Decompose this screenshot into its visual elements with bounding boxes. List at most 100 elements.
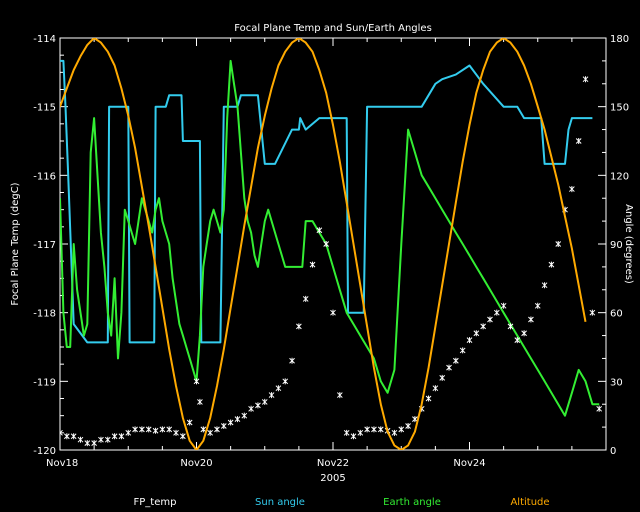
fp-temp-point — [200, 426, 207, 433]
fp-temp-point — [60, 429, 63, 436]
fp-temp-point — [569, 186, 575, 193]
fp-temp-point — [118, 433, 125, 440]
left-tick-label: -117 — [33, 240, 56, 251]
fp-temp-point — [275, 385, 282, 392]
fp-temp-point — [459, 347, 466, 354]
fp-temp-point — [364, 426, 370, 433]
fp-temp-point — [493, 309, 500, 316]
fp-temp-point — [555, 241, 562, 247]
fp-temp-point — [104, 436, 111, 443]
fp-temp-point — [330, 309, 336, 316]
fp-temp-point — [316, 227, 323, 234]
right-axis-ticks: 180 150 120 90 60 30 0 — [598, 34, 629, 457]
left-tick-label: -119 — [33, 377, 56, 388]
right-tick-label: 180 — [610, 34, 629, 45]
fp-temp-point — [377, 426, 384, 433]
fp-temp-point — [309, 261, 316, 268]
x-tick-label: Nov20 — [180, 458, 212, 469]
sun-angle-line — [60, 59, 593, 344]
fp-temp-point — [405, 422, 411, 429]
left-tick-label: -115 — [33, 103, 56, 114]
fp-temp-point — [125, 429, 132, 436]
legend-item: Altitude — [510, 497, 549, 508]
fp-temp-point — [289, 357, 295, 364]
legend-item: Sun angle — [255, 497, 305, 508]
fp-temp-point — [343, 429, 350, 436]
fp-temp-point — [166, 426, 173, 433]
fp-temp-point — [193, 378, 200, 385]
fp-temp-point — [439, 374, 446, 381]
fp-temp-point — [589, 309, 596, 316]
fp-temp-point — [357, 429, 364, 436]
right-tick-label: 120 — [610, 171, 629, 182]
fp-temp-point — [507, 323, 514, 330]
x-axis-ticks: Nov18 Nov20 Nov22 Nov24 — [46, 38, 573, 469]
right-tick-label: 30 — [610, 377, 623, 388]
fp-temp-point — [487, 316, 493, 323]
fp-temp-point — [296, 323, 302, 330]
plot-frame — [59, 37, 607, 451]
fp-temp-point — [336, 392, 343, 399]
fp-temp-point — [132, 426, 138, 433]
right-tick-label: 150 — [610, 103, 629, 114]
fp-temp-point — [145, 426, 152, 433]
fp-temp-point — [173, 429, 179, 436]
fp-temp-point — [84, 440, 91, 447]
fp-temp-point — [582, 76, 589, 83]
fp-temp-point — [91, 440, 97, 447]
x-axis-label: 2005 — [320, 473, 345, 484]
fp-temp-point — [432, 385, 439, 392]
left-tick-label: -120 — [33, 446, 56, 457]
fp-temp-point — [197, 398, 203, 405]
fp-temp-point — [575, 138, 582, 144]
x-tick-label: Nov24 — [453, 458, 485, 469]
fp-temp-point — [282, 378, 289, 385]
left-tick-label: -114 — [33, 34, 56, 45]
fp-temp-point — [466, 337, 473, 344]
fp-temp-point — [220, 422, 227, 429]
legend-item: Earth angle — [383, 497, 441, 508]
fp-temp-point — [261, 398, 268, 405]
chart-title: Focal Plane Temp and Sun/Earth Angles — [234, 23, 432, 34]
fp-temp-point — [302, 295, 309, 302]
x-tick-label: Nov22 — [317, 458, 349, 469]
fp-temp-point — [179, 433, 186, 440]
left-tick-label: -116 — [33, 171, 56, 182]
right-tick-label: 90 — [610, 240, 623, 251]
fp-temp-point — [371, 426, 377, 433]
fp-temp-point — [98, 436, 104, 443]
x-tick-label: Nov18 — [46, 458, 78, 469]
fp-temp-point — [248, 405, 254, 412]
fp-temp-point — [425, 395, 432, 402]
fp-temp-point — [548, 261, 555, 268]
fp-temp-point — [77, 436, 84, 443]
earth-angle-line — [60, 59, 600, 417]
series-altitude — [60, 38, 587, 450]
fp-temp-point — [186, 419, 193, 426]
fp-temp-point — [480, 323, 487, 330]
y-axis-label-left: Focal Plane Temp (degC) — [10, 182, 21, 305]
legend: FP_temp Sun angle Earth angle Altitude — [134, 497, 550, 508]
y-axis-label-right: Angle (degrees) — [623, 204, 634, 284]
series-sun-angle — [60, 59, 593, 344]
series-layer — [60, 38, 603, 450]
series-earth-angle — [60, 59, 600, 417]
fp-temp-point — [241, 412, 248, 419]
left-axis-ticks: -114 -115 -116 -117 -118 -119 -120 — [33, 34, 68, 457]
altitude-line — [60, 38, 587, 450]
fp-temp-point — [63, 433, 70, 440]
fp-temp-point — [500, 302, 507, 309]
fp-temp-point — [541, 282, 548, 289]
fp-temp-point — [514, 337, 521, 344]
right-tick-label: 60 — [610, 309, 623, 320]
fp-temp-point — [350, 433, 357, 440]
fp-temp-point — [159, 426, 166, 433]
fp-temp-point — [139, 426, 145, 433]
left-tick-label: -118 — [33, 309, 56, 320]
fp-temp-point — [323, 241, 330, 247]
fp-temp-point — [473, 330, 480, 337]
fp-temp-point — [268, 392, 275, 399]
fp-temp-point — [391, 429, 398, 436]
fp-temp-point — [528, 316, 534, 323]
